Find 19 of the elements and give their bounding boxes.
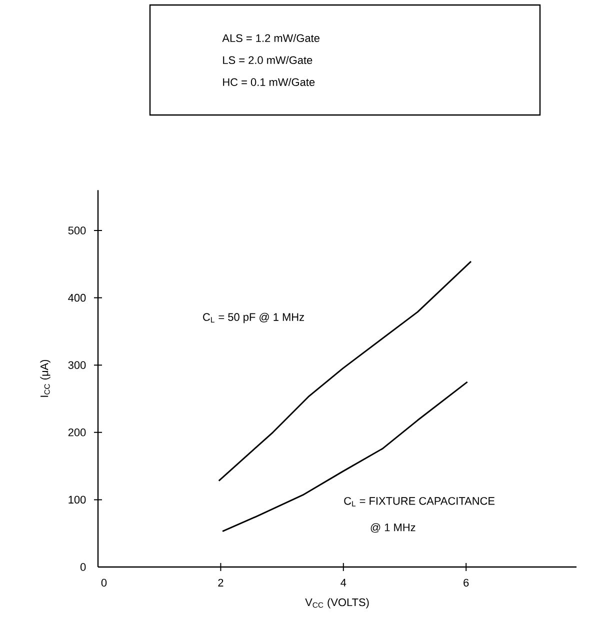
- y-tick-label: 100: [68, 496, 86, 504]
- x-tick-label: 6: [464, 578, 469, 587]
- line-series: [218, 260, 472, 482]
- y-tick-label: 300: [68, 361, 86, 369]
- annotation: C$_{L}$ = FIXTURE CAPACITANCE: [344, 497, 495, 506]
- text: ALS = 1.2 mW/Gate: [222, 34, 320, 42]
- y-tick-label: 0: [80, 563, 86, 571]
- x-tick-label: 2: [218, 578, 224, 586]
- annotation: C$_{L}$ = 50 pF @ 1 MHz: [203, 312, 304, 324]
- x-tick-label: 4: [340, 578, 346, 586]
- x-axis-title: V$_{CC}$ (VOLTS): [305, 598, 369, 608]
- text: LS = 2.0 mW/Gate: [223, 56, 312, 64]
- y-tick-label: 400: [68, 294, 86, 302]
- y-tick-label: 200: [68, 428, 86, 436]
- text: HC = 0.1 mW/Gate: [223, 78, 315, 86]
- annotation: @ 1 MHz: [370, 523, 416, 533]
- y-tick-label: 500: [68, 226, 86, 234]
- x-tick-label: 0: [101, 578, 107, 587]
- y-axis-title: I$_{CC}$ (μA): [40, 360, 50, 397]
